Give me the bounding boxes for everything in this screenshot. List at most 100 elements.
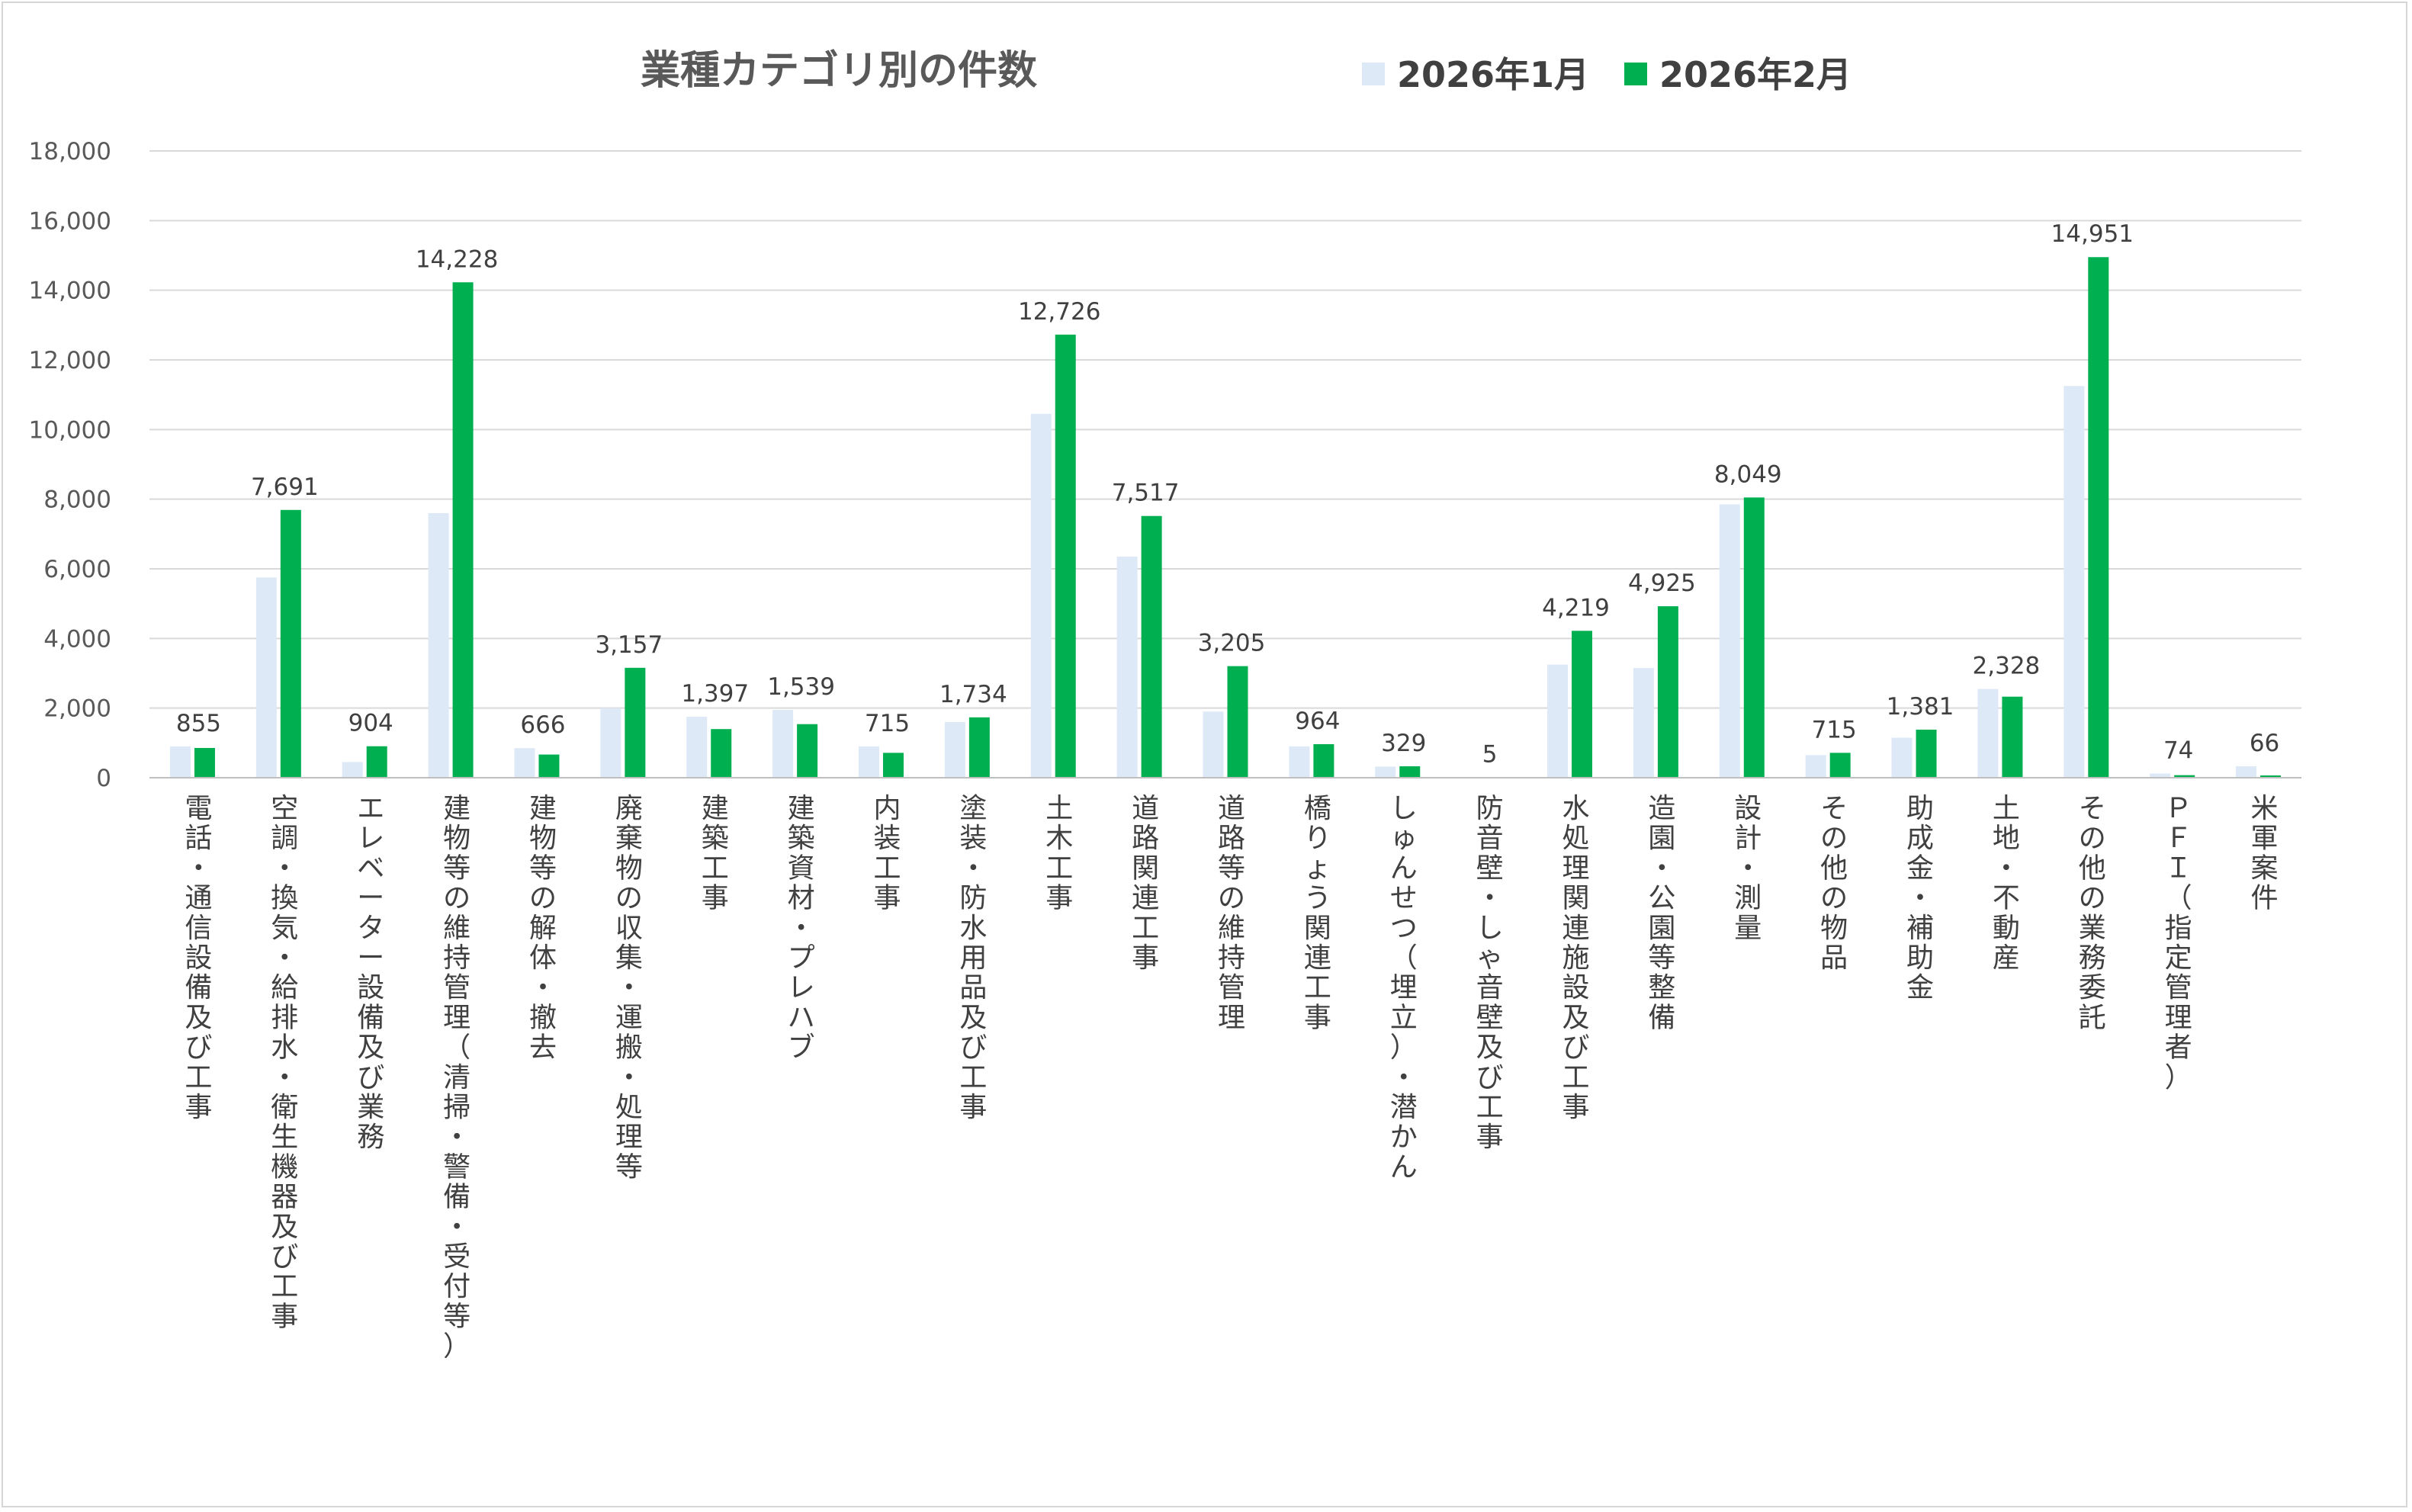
y-tick-label: 6,000 — [43, 556, 111, 583]
data-label-feb: 3,157 — [595, 631, 663, 659]
bar-jan — [2064, 386, 2085, 778]
legend-swatch-feb — [1624, 63, 1647, 85]
category-label: 建物等の維持管理（清掃・警備・受付等） — [443, 793, 471, 1363]
category-label: 塗装・防水用品及び工事 — [959, 793, 987, 1123]
data-label-feb: 14,951 — [2051, 220, 2134, 248]
bar-feb — [538, 754, 560, 778]
data-label-feb: 964 — [1295, 708, 1340, 735]
category-label: 道路関連工事 — [1132, 793, 1159, 974]
bar-feb — [797, 724, 818, 778]
y-tick-label: 4,000 — [43, 625, 111, 653]
bar-jan — [772, 709, 794, 778]
category-label: 米軍案件 — [2251, 793, 2279, 914]
bar-feb — [194, 747, 215, 778]
legend-label-jan: 2026年1月 — [1397, 54, 1589, 95]
y-tick-label: 8,000 — [43, 486, 111, 514]
category-label: エレベーター設備及び業務 — [357, 793, 384, 1153]
bar-feb — [968, 717, 990, 778]
bar-feb — [1657, 606, 1678, 778]
bar-feb — [1743, 497, 1765, 778]
data-label-feb: 74 — [2163, 737, 2193, 765]
bar-feb — [2174, 775, 2195, 778]
category-label: 空調・換気・給排水・衛生機器及び工事 — [271, 793, 298, 1332]
category-label: 建築資材・プレハブ — [788, 793, 815, 1064]
bar-feb — [1399, 766, 1421, 778]
data-label-feb: 14,228 — [416, 246, 498, 273]
bar-jan — [858, 746, 879, 778]
data-label-feb: 7,517 — [1112, 480, 1180, 507]
data-label-feb: 12,726 — [1018, 298, 1100, 326]
bar-jan — [1633, 668, 1654, 778]
bar-feb — [2088, 257, 2109, 778]
y-tick-label: 10,000 — [29, 416, 111, 444]
y-tick-label: 16,000 — [29, 207, 111, 235]
data-label-feb: 715 — [1812, 716, 1857, 743]
category-label: 防音壁・しゃ音壁及び工事 — [1476, 793, 1504, 1153]
data-label-feb: 329 — [1381, 730, 1426, 757]
data-label-feb: 5 — [1482, 741, 1498, 769]
bar-jan — [1977, 689, 1999, 778]
bar-feb — [1916, 729, 1937, 778]
bar-feb — [1572, 631, 1593, 778]
bar-jan — [428, 512, 449, 778]
data-labels: 855 7,691 904 14,228 666 3,157 1,397 1,539 715 1,… — [176, 220, 2279, 768]
bar-jan — [1805, 755, 1826, 778]
category-label: 土木工事 — [1045, 793, 1073, 914]
data-label-feb: 1,539 — [767, 673, 835, 701]
bar-feb — [1227, 666, 1248, 778]
data-label-feb: 7,691 — [251, 474, 319, 501]
bar-feb — [711, 729, 732, 778]
category-label: その他の業務委託 — [2079, 793, 2106, 1033]
data-label-feb: 66 — [2250, 730, 2279, 757]
category-label: 内装工事 — [873, 793, 901, 914]
bar-feb — [1055, 334, 1076, 778]
data-label-feb: 3,205 — [1198, 630, 1266, 657]
bar-feb — [1829, 753, 1851, 778]
bar-feb — [625, 667, 646, 778]
bar-feb — [2002, 696, 2023, 778]
y-tick-label: 14,000 — [29, 278, 111, 305]
data-label-feb: 8,049 — [1714, 461, 1782, 488]
bar-jan — [600, 708, 621, 778]
bar-jan — [1719, 504, 1740, 778]
bar-feb — [366, 746, 387, 778]
bar-jan — [342, 762, 363, 778]
bar-feb — [1141, 515, 1162, 778]
bar-jan — [1116, 557, 1138, 778]
data-label-feb: 1,397 — [681, 680, 749, 708]
data-label-feb: 4,925 — [1628, 570, 1696, 597]
legend-swatch-jan — [1362, 63, 1385, 85]
bar-jan — [1547, 664, 1569, 778]
y-tick-label: 18,000 — [29, 138, 111, 165]
category-label: 道路等の維持管理 — [1218, 793, 1245, 1033]
legend-label-feb: 2026年2月 — [1659, 54, 1852, 95]
bar-feb — [452, 282, 474, 778]
category-labels: 電話・通信設備及び工事 空調・換気・給排水・衛生機器及び工事 エレベーター設備及び業… — [185, 793, 2278, 1363]
y-tick-label: 12,000 — [29, 347, 111, 374]
chart-title: 業種カテゴリ別の件数 — [641, 48, 1037, 94]
data-label-feb: 855 — [176, 710, 221, 737]
category-label: 廃棄物の収集・運搬・処理等 — [615, 793, 643, 1183]
data-label-feb: 904 — [348, 710, 393, 737]
category-label: その他の物品 — [1820, 793, 1848, 974]
category-label: 建物等の解体・撤去 — [529, 793, 557, 1064]
data-label-feb: 666 — [520, 711, 565, 739]
bar-jan — [1030, 413, 1052, 778]
category-label: 建築工事 — [702, 793, 729, 914]
y-tick-label: 2,000 — [43, 695, 111, 723]
bar-jan — [514, 748, 535, 778]
bar-jan — [2236, 766, 2257, 778]
bar-feb — [882, 753, 904, 778]
gridlines — [149, 150, 2301, 709]
category-label: 橋りょう関連工事 — [1304, 793, 1331, 1033]
bar-feb — [2260, 775, 2282, 778]
category-label: 水処理関連施設及び工事 — [1563, 793, 1590, 1123]
bar-jan — [255, 577, 277, 778]
data-label-feb: 2,328 — [1973, 653, 2041, 680]
data-label-feb: 1,381 — [1887, 693, 1954, 721]
category-label: ＰＦＩ（指定管理者） — [2165, 793, 2192, 1093]
data-label-feb: 1,734 — [939, 681, 1007, 708]
category-label: 電話・通信設備及び工事 — [185, 793, 212, 1123]
bar-jan — [2150, 773, 2171, 778]
